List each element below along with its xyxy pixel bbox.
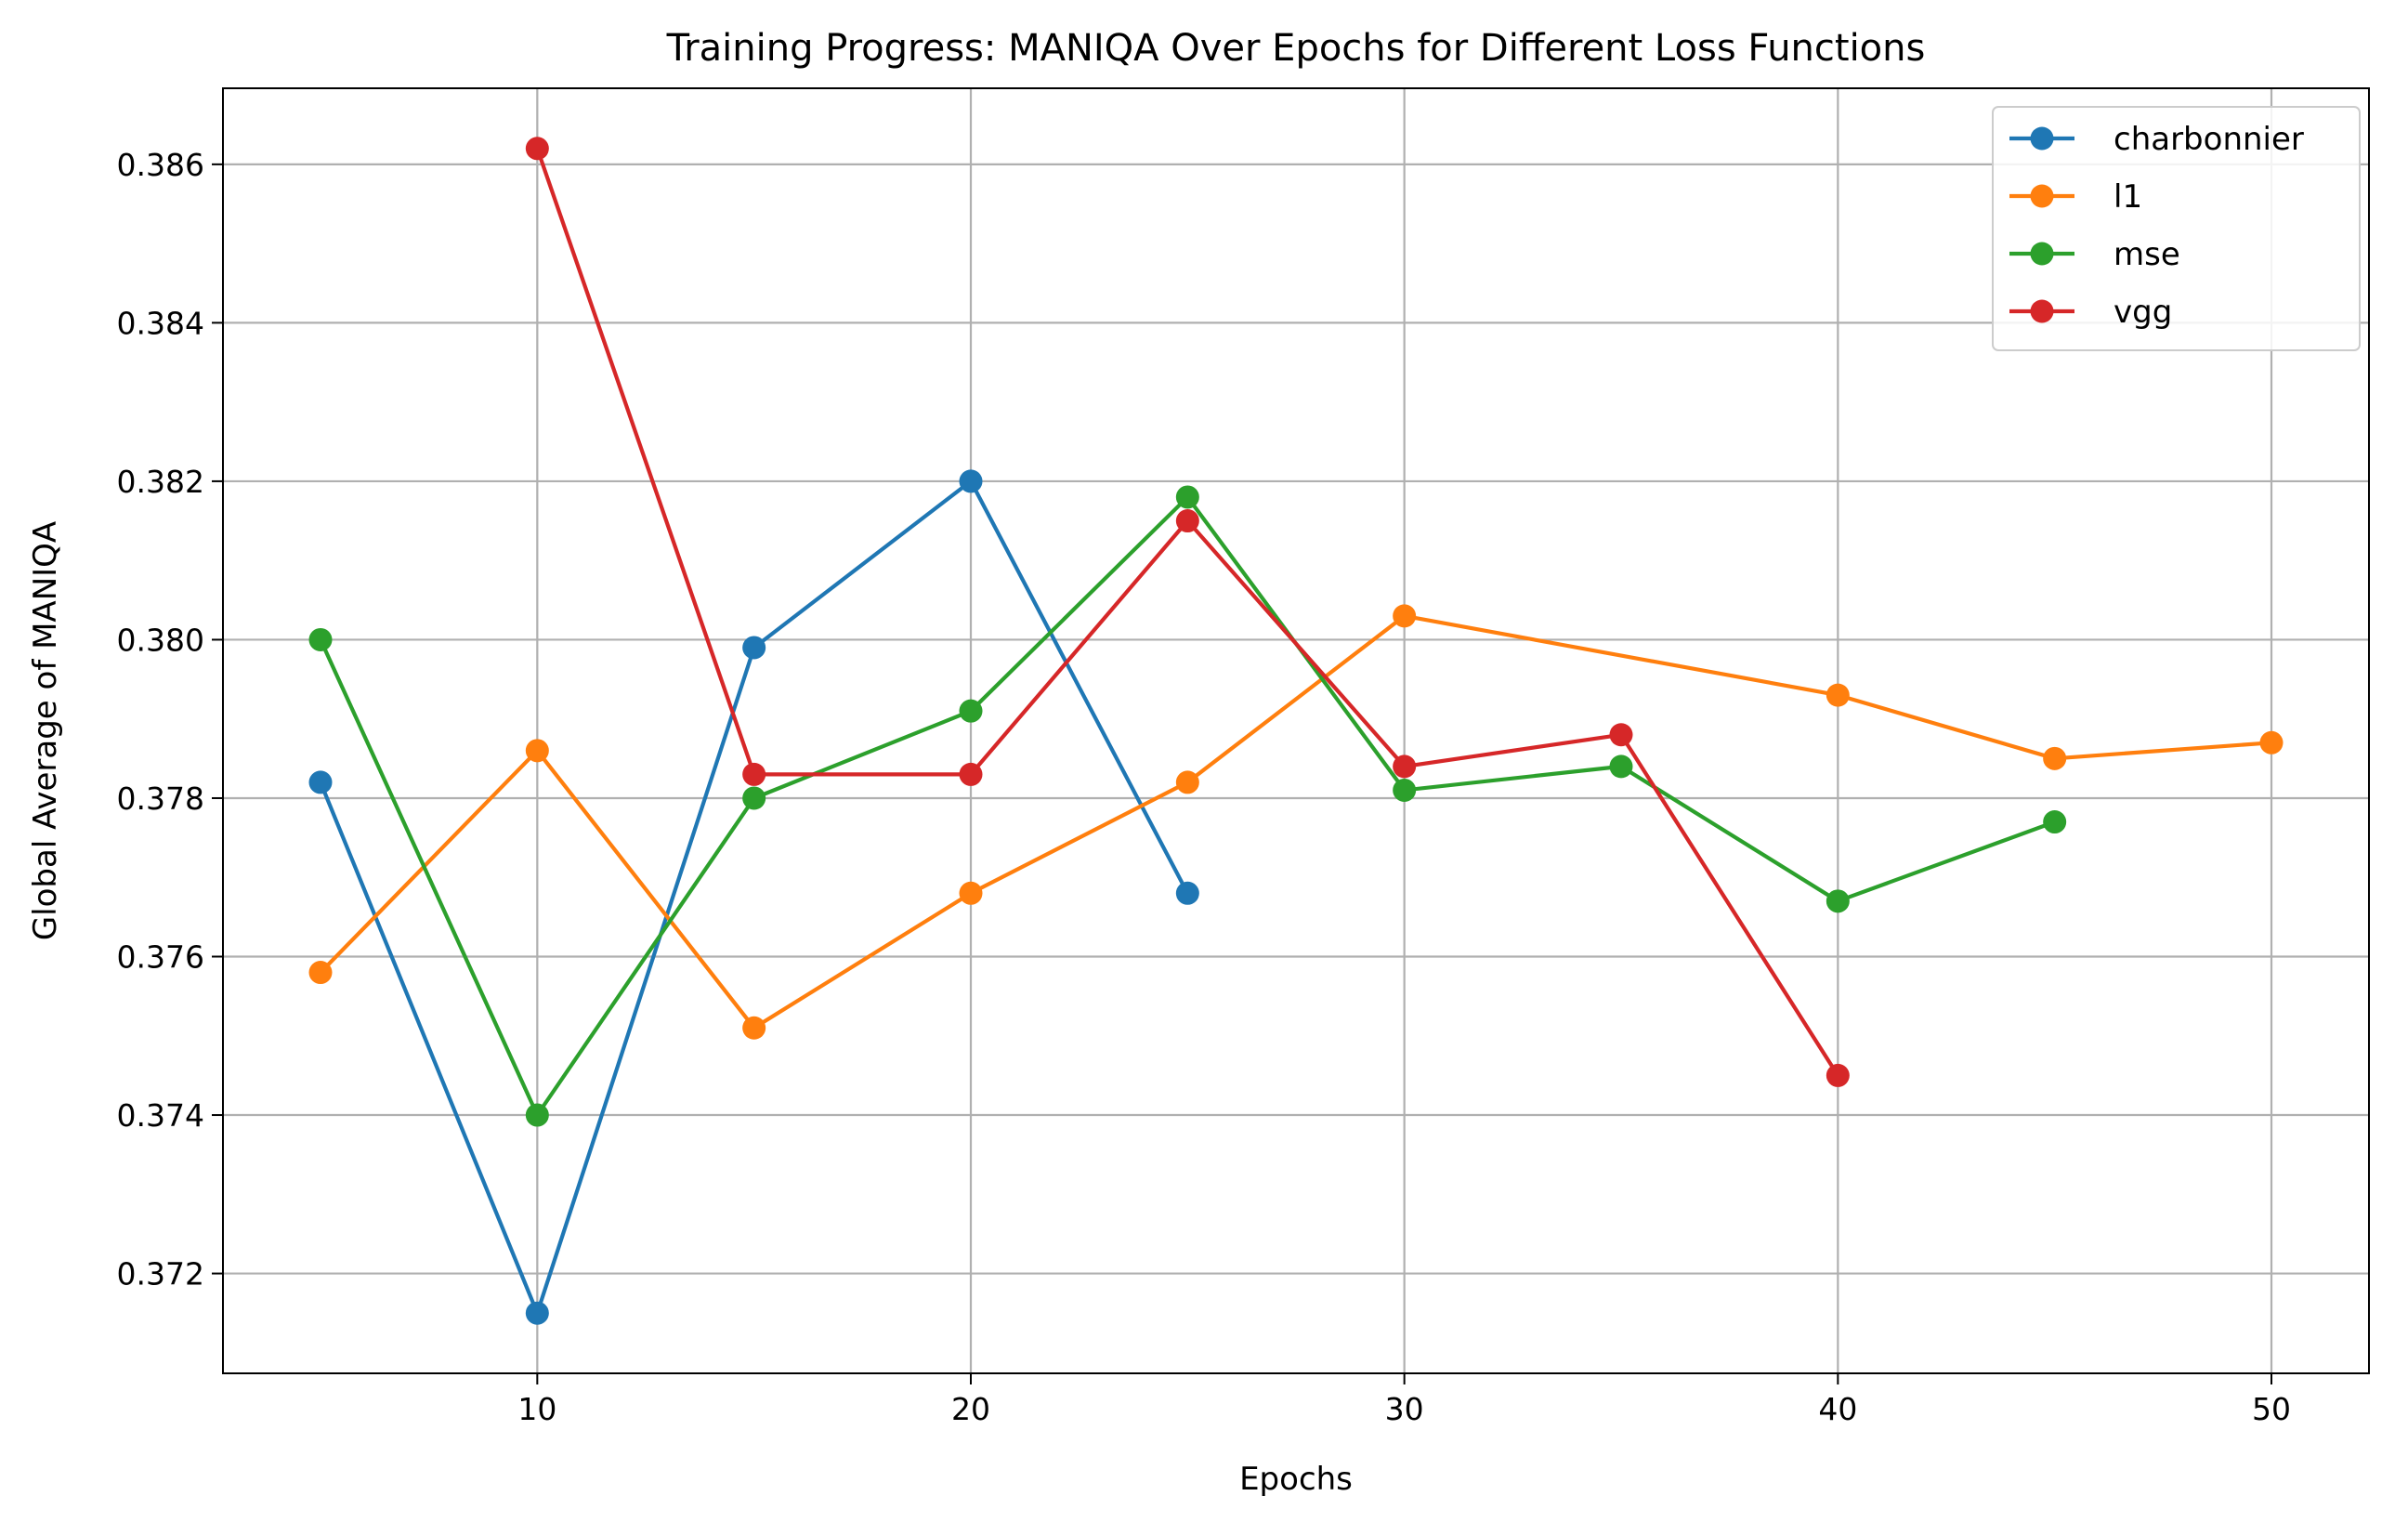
- y-tick-label: 0.382: [117, 464, 204, 500]
- data-point-l1: [742, 1016, 766, 1040]
- legend-frame: [1992, 106, 2361, 351]
- series-charbonnier: [308, 469, 1199, 1325]
- x-tick-label: 30: [1385, 1391, 1424, 1427]
- legend: charbonnier l1 mse vgg: [1992, 106, 2361, 351]
- data-point-charbonnier: [959, 469, 983, 493]
- legend-marker: [2030, 242, 2054, 266]
- y-tick-label: 0.384: [117, 305, 204, 341]
- data-point-charbonnier: [742, 636, 766, 660]
- data-point-l1: [308, 961, 333, 985]
- chart-title: Training Progress: MANIQA Over Epochs fo…: [666, 27, 1926, 70]
- series-line-charbonnier: [319, 479, 1190, 1316]
- legend-marker: [2030, 299, 2054, 323]
- data-point-mse: [308, 627, 333, 651]
- data-point-vgg: [1609, 723, 1633, 747]
- data-point-mse: [1393, 778, 1417, 802]
- series-line-l1: [319, 613, 2272, 1030]
- series-vgg: [525, 137, 1850, 1087]
- series-mse: [308, 485, 2067, 1127]
- legend-label: mse: [2114, 236, 2180, 273]
- series-l1: [308, 604, 2284, 1040]
- data-point-l1: [1826, 683, 1850, 707]
- legend-item-charbonnier: charbonnier: [2009, 121, 2304, 158]
- axis-ticks: 10 20 30 40 50 0.372 0.374 0.376 0.378 0.380 0.382…: [117, 147, 2291, 1427]
- legend-item-vgg: vgg: [2009, 294, 2172, 331]
- data-point-mse: [1609, 754, 1633, 779]
- legend-item-mse: mse: [2009, 236, 2180, 273]
- data-point-l1: [525, 739, 549, 763]
- data-point-vgg: [959, 762, 983, 786]
- legend-marker: [2030, 184, 2054, 208]
- y-tick-label: 0.372: [117, 1256, 204, 1292]
- y-tick-label: 0.380: [117, 622, 204, 658]
- data-point-vgg: [742, 762, 766, 786]
- series-layer: [308, 137, 2284, 1325]
- data-point-l1: [1393, 604, 1417, 628]
- data-point-vgg: [1175, 509, 1199, 533]
- data-point-l1: [2259, 730, 2284, 754]
- data-point-vgg: [1393, 754, 1417, 779]
- data-point-mse: [525, 1103, 549, 1127]
- x-tick-label: 10: [517, 1391, 556, 1427]
- x-tick-label: 50: [2252, 1391, 2291, 1427]
- data-point-vgg: [525, 137, 549, 161]
- series-line-vgg: [535, 148, 1840, 1077]
- data-point-l1: [1175, 770, 1199, 794]
- y-tick-label: 0.386: [117, 147, 204, 183]
- data-point-l1: [959, 881, 983, 905]
- y-axis-label: Global Average of MANIQA: [27, 521, 64, 940]
- y-tick-label: 0.376: [117, 939, 204, 976]
- legend-marker: [2030, 126, 2054, 151]
- legend-label: charbonnier: [2114, 121, 2304, 158]
- data-point-mse: [2043, 810, 2067, 834]
- legend-item-l1: l1: [2009, 178, 2142, 216]
- data-point-l1: [2043, 746, 2067, 770]
- data-point-vgg: [1826, 1063, 1850, 1087]
- plot-frame: [222, 87, 2370, 1374]
- x-tick-label: 40: [1818, 1391, 1857, 1427]
- y-tick-label: 0.378: [117, 781, 204, 817]
- x-tick-label: 20: [951, 1391, 990, 1427]
- data-point-mse: [1175, 485, 1199, 509]
- data-point-mse: [959, 699, 983, 723]
- x-axis-label: Epochs: [1239, 1461, 1353, 1498]
- legend-label: l1: [2114, 178, 2142, 216]
- data-point-mse: [1826, 889, 1850, 913]
- data-point-mse: [742, 786, 766, 810]
- y-tick-label: 0.374: [117, 1097, 204, 1134]
- data-point-charbonnier: [308, 770, 333, 794]
- data-point-charbonnier: [1175, 881, 1199, 905]
- data-point-charbonnier: [525, 1301, 549, 1325]
- legend-label: vgg: [2114, 294, 2172, 331]
